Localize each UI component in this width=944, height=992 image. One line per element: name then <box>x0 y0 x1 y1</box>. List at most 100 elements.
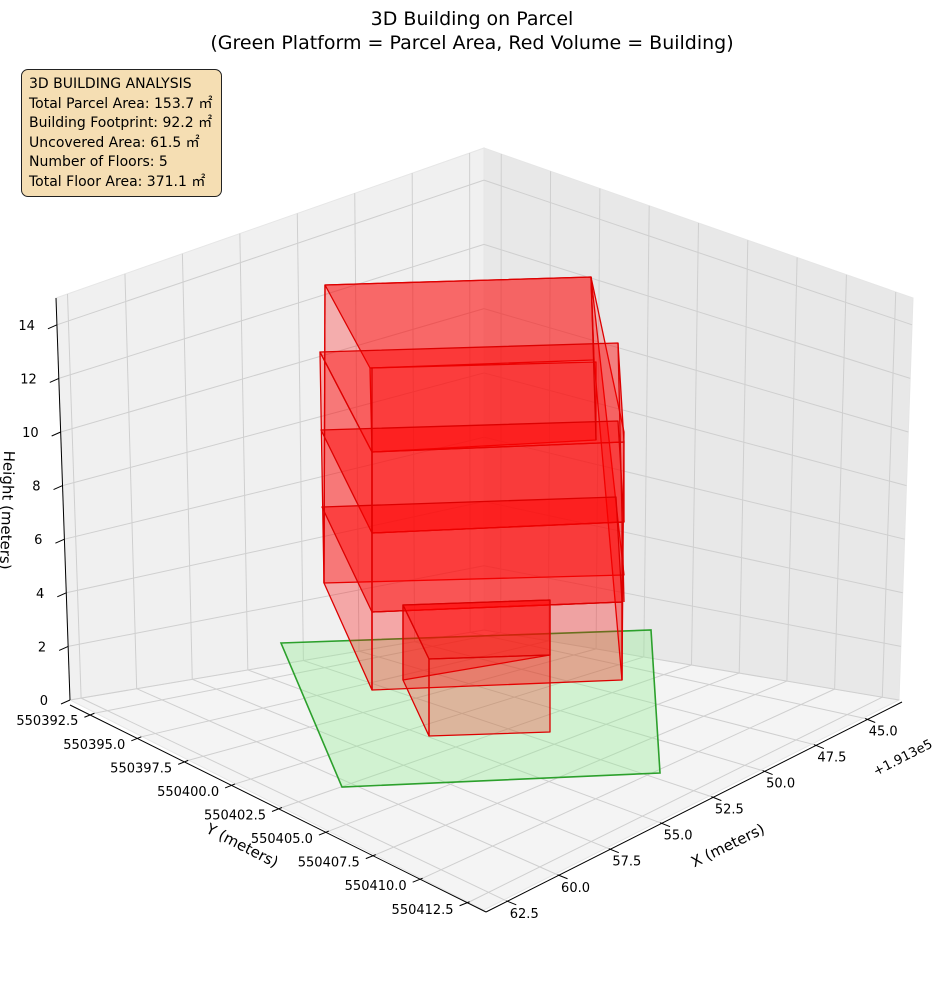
info-uncovered-area: Uncovered Area: 61.5 ㎡ <box>29 134 200 151</box>
y-tick-label: 550412.5 <box>392 903 454 918</box>
z-tick-mark <box>47 324 58 330</box>
z-tick-mark <box>57 592 67 598</box>
z-tick-mark <box>58 645 69 651</box>
x-tick-label: 52.5 <box>715 803 744 818</box>
z-tick-label: 12 <box>20 372 37 387</box>
x-gridline-wall <box>411 173 416 642</box>
x-gridline-floor <box>80 697 507 902</box>
axis-lines <box>55 297 903 913</box>
y-tick-label: 550392.5 <box>16 714 78 729</box>
y-tick-mark <box>178 759 189 765</box>
x-gridline-floor <box>470 631 866 719</box>
info-total-parcel-area: Total Parcel Area: 153.7 ㎡ <box>29 95 213 112</box>
x-gridline-floor <box>358 650 763 772</box>
y-tick-label: 550407.5 <box>298 856 360 871</box>
building-analysis-info-box: 3D BUILDING ANALYSIS Total Parcel Area: … <box>21 69 222 197</box>
x-tick-label: 50.0 <box>766 777 795 792</box>
y-tick-label: 550405.0 <box>251 832 313 847</box>
x-gridline-floor <box>136 688 558 876</box>
info-total-floor-area: Total Floor Area: 371.1 ㎡ <box>29 173 206 190</box>
y-gridline-wall <box>547 171 552 641</box>
building-edge-right-back <box>590 276 597 441</box>
y-tick-label: 550410.0 <box>345 879 407 894</box>
z-axis-line <box>55 297 71 701</box>
y-gridline-wall <box>595 188 601 649</box>
y-tick-mark <box>365 854 376 860</box>
z-axis-label: Height (meters) <box>0 450 18 570</box>
x-axis-line <box>485 701 903 913</box>
y-gridline-floor <box>328 672 740 832</box>
y-tick-mark <box>412 877 423 883</box>
parcel-platform <box>279 629 661 788</box>
x-offset-label: +1.913e5 <box>871 737 935 780</box>
y-gridline-wall <box>500 154 502 633</box>
x-gridline-wall <box>66 293 82 699</box>
y-tick-mark <box>318 830 330 836</box>
y-tick-mark <box>224 783 236 789</box>
floor-slab-2 <box>321 496 623 613</box>
y-gridline-floor <box>281 664 692 808</box>
x-tick-mark <box>557 874 568 880</box>
z-tick-mark <box>49 377 60 383</box>
x-tick-label: 55.0 <box>664 829 693 844</box>
y-gridline-floor <box>469 696 883 903</box>
y-gridline-wall <box>738 240 749 674</box>
y-gridline-floor <box>422 688 835 879</box>
x-tick-mark <box>506 900 517 906</box>
x-tick-mark <box>864 718 876 723</box>
x-gridline-wall <box>124 273 138 689</box>
z-tick-label: 4 <box>36 587 44 602</box>
y-tick-label: 550395.0 <box>63 738 125 753</box>
z-tick-label: 2 <box>38 640 46 655</box>
x-axis-label: X (meters) <box>688 820 768 871</box>
info-number-of-floors: Number of Floors: 5 <box>29 154 168 170</box>
z-tick-mark <box>51 431 61 437</box>
y-gridline-floor <box>375 680 788 856</box>
y-gridline-wall <box>691 222 699 666</box>
x-gridline-wall <box>296 213 304 661</box>
x-gridline-wall <box>239 233 249 670</box>
y-tick-mark <box>84 712 95 718</box>
z-tick-label: 14 <box>18 319 35 334</box>
z-tick-label: 8 <box>32 480 40 495</box>
y-gridline-wall <box>643 205 650 657</box>
y-tick-label: 550402.5 <box>204 809 266 824</box>
gridlines <box>56 153 913 903</box>
x-gridline-wall <box>181 253 193 680</box>
z-tick-mark <box>55 538 65 544</box>
chart-title: 3D Building on Parcel <box>371 8 574 30</box>
x-tick-label: 57.5 <box>612 855 641 870</box>
y-axis-line <box>69 704 487 913</box>
x-tick-mark <box>659 822 671 828</box>
annex-left-face <box>402 604 430 737</box>
x-tick-mark <box>711 796 722 802</box>
chart-subtitle: (Green Platform = Parcel Area, Red Volum… <box>210 32 733 54</box>
x-gridline-floor <box>192 678 609 850</box>
floor-slab-4 <box>319 342 625 453</box>
info-box-heading: 3D BUILDING ANALYSIS <box>29 76 192 92</box>
z-tick-label: 0 <box>40 694 48 709</box>
y-gridline-wall <box>881 291 897 698</box>
y-tick-mark <box>131 736 142 742</box>
z-tick-mark <box>53 485 63 491</box>
annex-front-face <box>428 654 551 737</box>
y-tick-mark <box>271 807 283 812</box>
y-tick-label: 550400.0 <box>157 785 219 800</box>
x-tick-label: 62.5 <box>510 907 539 922</box>
x-tick-label: 60.0 <box>561 881 590 896</box>
x-tick-mark <box>608 848 619 854</box>
z-tick-label: 10 <box>22 426 39 441</box>
x-tick-mark <box>813 744 825 750</box>
x-tick-label: 47.5 <box>817 751 846 766</box>
y-tick-mark <box>459 901 470 907</box>
x-tick-label: 45.0 <box>869 725 898 740</box>
z-tick-label: 6 <box>34 533 42 548</box>
x-tick-mark <box>762 770 773 776</box>
y-gridline-wall <box>786 257 798 682</box>
building-edge-front-right <box>617 342 625 603</box>
building-volume <box>319 276 625 737</box>
x-gridline-floor <box>414 641 815 746</box>
building-edge-left-back <box>323 284 326 584</box>
x-gridline-floor <box>247 669 661 824</box>
